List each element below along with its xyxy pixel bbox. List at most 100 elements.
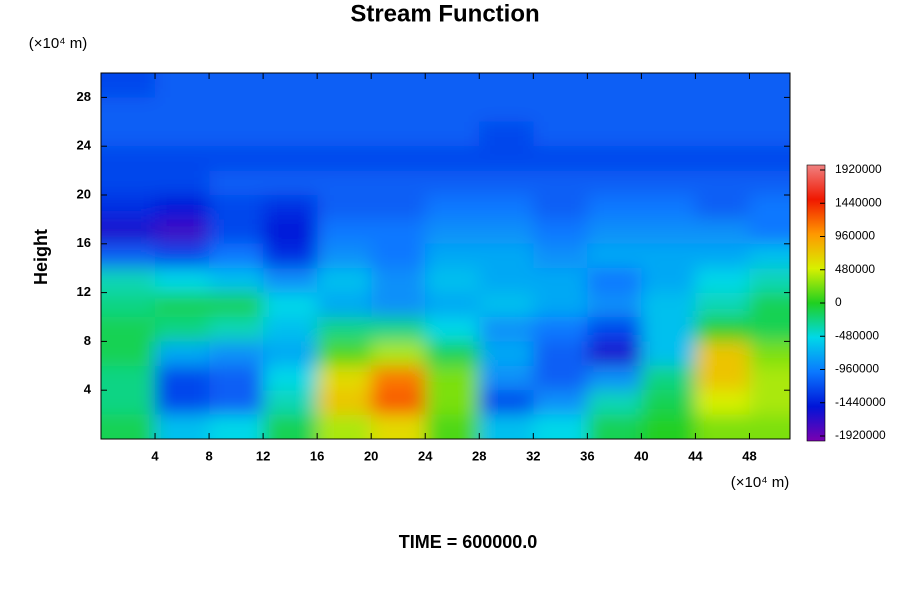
cell — [101, 268, 156, 294]
cell — [425, 341, 480, 367]
cell — [533, 73, 588, 98]
cell — [101, 170, 156, 196]
cell — [425, 292, 480, 318]
cell — [695, 195, 750, 220]
cell — [749, 317, 790, 342]
cell — [317, 390, 372, 416]
cell — [101, 341, 156, 367]
cell — [317, 97, 372, 123]
x-tick-label: 40 — [634, 448, 648, 463]
cell — [209, 195, 264, 220]
cell — [749, 219, 790, 245]
cell — [371, 73, 426, 98]
cell — [695, 390, 750, 416]
cell — [209, 268, 264, 294]
cell — [533, 195, 588, 220]
cell — [695, 121, 750, 147]
field-area — [101, 73, 790, 439]
cell — [695, 97, 750, 123]
x-tick-label: 36 — [580, 448, 594, 463]
colorbar-label: 1440000 — [835, 195, 882, 209]
cell — [641, 317, 696, 342]
cell — [749, 146, 790, 172]
cell — [749, 97, 790, 123]
cell — [263, 243, 318, 269]
cell — [371, 365, 426, 391]
cell — [209, 219, 264, 245]
cell — [479, 97, 534, 123]
field — [101, 73, 790, 439]
x-tick-label: 4 — [151, 448, 159, 463]
cell — [263, 146, 318, 172]
cell — [587, 121, 642, 147]
cell — [209, 317, 264, 342]
cell — [317, 414, 372, 439]
cell — [425, 97, 480, 123]
cell — [695, 170, 750, 196]
cell — [425, 243, 480, 269]
cell — [479, 243, 534, 269]
cell — [209, 390, 264, 416]
cell — [263, 97, 318, 123]
cell — [317, 317, 372, 342]
cell — [209, 365, 264, 391]
cell — [155, 97, 210, 123]
cell — [749, 365, 790, 391]
cell — [533, 390, 588, 416]
y-tick-label: 4 — [84, 382, 92, 397]
x-tick-label: 28 — [472, 448, 486, 463]
cell — [695, 341, 750, 367]
cell — [749, 73, 790, 98]
cell — [263, 341, 318, 367]
cell — [641, 73, 696, 98]
y-unit: (×10⁴ m) — [29, 35, 88, 52]
cell — [425, 365, 480, 391]
cell — [641, 146, 696, 172]
footer: TIME = 600000.0 — [399, 532, 538, 552]
y-tick-label: 12 — [77, 284, 91, 299]
cell — [587, 97, 642, 123]
cell — [209, 73, 264, 98]
cell — [479, 317, 534, 342]
cell — [587, 365, 642, 391]
axes: 4 8 12 16 20 24 28 32 36 40 44 48481216202428192000… — [77, 73, 886, 463]
cell — [641, 219, 696, 245]
cell — [371, 219, 426, 245]
cell — [749, 341, 790, 367]
cell — [425, 73, 480, 98]
cell — [587, 341, 642, 367]
cell — [587, 292, 642, 318]
cell — [317, 170, 372, 196]
cell — [317, 73, 372, 98]
cell — [155, 365, 210, 391]
x-tick-label: 12 — [256, 448, 270, 463]
cell — [587, 268, 642, 294]
cell — [641, 97, 696, 123]
x-tick-label: 20 — [364, 448, 378, 463]
cell — [317, 365, 372, 391]
cell — [695, 317, 750, 342]
cell — [317, 146, 372, 172]
cell — [101, 73, 156, 98]
cell — [101, 243, 156, 269]
cell — [263, 170, 318, 196]
cell — [641, 243, 696, 269]
cell — [425, 414, 480, 439]
cell — [587, 219, 642, 245]
x-tick-label: 8 — [205, 448, 212, 463]
cell — [479, 170, 534, 196]
cell — [479, 292, 534, 318]
cell — [371, 195, 426, 220]
cell — [317, 341, 372, 367]
cell — [155, 121, 210, 147]
cell — [317, 219, 372, 245]
chart-title: Stream Function — [350, 0, 539, 27]
cell — [155, 317, 210, 342]
y-tick-label: 24 — [77, 138, 92, 153]
cell — [425, 268, 480, 294]
x-tick-label: 48 — [742, 448, 756, 463]
x-unit: (×10⁴ m) — [731, 474, 790, 491]
y-tick-label: 16 — [77, 235, 91, 250]
cell — [479, 146, 534, 172]
